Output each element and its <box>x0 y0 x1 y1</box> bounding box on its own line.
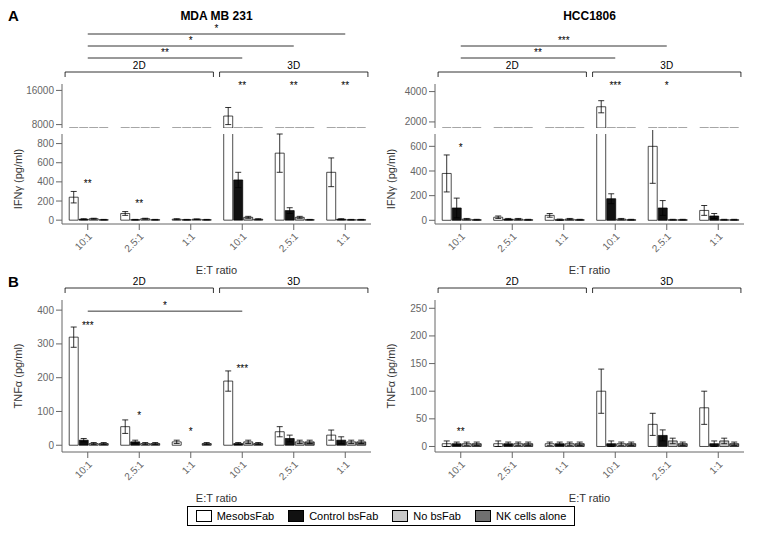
svg-text:**: ** <box>161 47 169 58</box>
svg-text:TNFα (pg/ml): TNFα (pg/ml) <box>12 343 24 408</box>
svg-text:*: * <box>215 23 219 34</box>
svg-text:150: 150 <box>410 358 427 369</box>
svg-text:2.5:1: 2.5:1 <box>495 458 519 482</box>
svg-text:200: 200 <box>410 190 427 201</box>
svg-text:E:T ratio: E:T ratio <box>569 264 610 274</box>
svg-text:0: 0 <box>48 215 54 226</box>
svg-text:4000: 4000 <box>405 86 428 97</box>
svg-text:2D: 2D <box>133 276 146 287</box>
svg-text:**: ** <box>135 198 143 209</box>
svg-text:3D: 3D <box>660 60 673 71</box>
svg-text:*: * <box>163 300 167 311</box>
svg-text:16000: 16000 <box>26 85 54 96</box>
svg-text:250: 250 <box>410 303 427 314</box>
svg-text:10:1: 10:1 <box>446 458 468 480</box>
svg-text:10:1: 10:1 <box>600 458 622 480</box>
svg-text:1:1: 1:1 <box>334 230 352 248</box>
svg-text:*: * <box>137 410 141 421</box>
html-text:A: A <box>8 7 19 24</box>
svg-text:2.5:1: 2.5:1 <box>277 458 301 482</box>
svg-text:10:1: 10:1 <box>227 458 249 480</box>
svg-text:2.5:1: 2.5:1 <box>277 230 301 254</box>
svg-text:***: *** <box>82 320 94 331</box>
svg-text:*: * <box>459 142 463 153</box>
svg-text:0: 0 <box>48 440 54 451</box>
svg-text:600: 600 <box>410 141 427 152</box>
svg-text:2.5:1: 2.5:1 <box>650 230 674 254</box>
svg-text:10:1: 10:1 <box>446 230 468 252</box>
svg-text:300: 300 <box>37 338 54 349</box>
svg-text:10:1: 10:1 <box>73 230 95 252</box>
svg-text:***: *** <box>236 363 248 374</box>
svg-text:0: 0 <box>421 215 427 226</box>
svg-text:**: ** <box>341 80 349 91</box>
svg-text:800: 800 <box>37 138 54 149</box>
svg-text:1:1: 1:1 <box>334 458 352 476</box>
svg-text:600: 600 <box>37 157 54 168</box>
svg-text:200: 200 <box>410 330 427 341</box>
svg-text:200: 200 <box>37 372 54 383</box>
html-text:MesobsFab: MesobsFab <box>216 510 275 522</box>
svg-text:*: * <box>189 426 193 437</box>
svg-text:IFNγ (pg/ml): IFNγ (pg/ml) <box>12 149 24 210</box>
svg-text:**: ** <box>238 80 246 91</box>
svg-text:10:1: 10:1 <box>600 230 622 252</box>
svg-text:2.5:1: 2.5:1 <box>650 458 674 482</box>
svg-text:E:T ratio: E:T ratio <box>196 492 237 502</box>
svg-text:400: 400 <box>37 305 54 316</box>
svg-text:1:1: 1:1 <box>553 230 571 248</box>
svg-text:E:T ratio: E:T ratio <box>569 492 610 502</box>
svg-text:IFNγ (pg/ml): IFNγ (pg/ml) <box>385 149 397 210</box>
svg-text:2D: 2D <box>506 60 519 71</box>
svg-text:100: 100 <box>37 406 54 417</box>
svg-text:0: 0 <box>421 441 427 452</box>
svg-text:200: 200 <box>37 196 54 207</box>
svg-text:400: 400 <box>37 176 54 187</box>
html-text:Control bsFab: Control bsFab <box>309 510 379 522</box>
svg-text:*: * <box>189 35 193 46</box>
svg-text:1:1: 1:1 <box>707 458 725 476</box>
svg-text:10:1: 10:1 <box>227 230 249 252</box>
svg-text:3D: 3D <box>287 60 300 71</box>
html-text:NK cells alone: NK cells alone <box>496 510 567 522</box>
svg-text:100: 100 <box>410 386 427 397</box>
svg-text:***: *** <box>558 35 570 46</box>
svg-text:***: *** <box>609 80 621 91</box>
svg-text:1:1: 1:1 <box>553 458 571 476</box>
html-text:B: B <box>8 273 19 290</box>
svg-text:1:1: 1:1 <box>180 458 198 476</box>
svg-text:*: * <box>665 80 669 91</box>
svg-text:2D: 2D <box>506 276 519 287</box>
svg-text:**: ** <box>457 426 465 437</box>
svg-text:1:1: 1:1 <box>180 230 198 248</box>
svg-text:3D: 3D <box>660 276 673 287</box>
svg-text:1:1: 1:1 <box>707 230 725 248</box>
svg-text:MDA MB 231: MDA MB 231 <box>180 9 253 23</box>
svg-text:**: ** <box>290 80 298 91</box>
svg-text:HCC1806: HCC1806 <box>563 9 616 23</box>
svg-text:400: 400 <box>410 166 427 177</box>
svg-text:2D: 2D <box>133 60 146 71</box>
svg-text:E:T ratio: E:T ratio <box>196 264 237 274</box>
svg-text:3D: 3D <box>287 276 300 287</box>
svg-text:50: 50 <box>416 413 428 424</box>
svg-text:2000: 2000 <box>405 116 428 127</box>
svg-text:8000: 8000 <box>32 119 55 130</box>
svg-text:2.5:1: 2.5:1 <box>495 230 519 254</box>
html-text:No bsFab: No bsFab <box>413 510 461 522</box>
svg-text:2.5:1: 2.5:1 <box>122 230 146 254</box>
svg-text:**: ** <box>84 178 92 189</box>
svg-text:2.5:1: 2.5:1 <box>122 458 146 482</box>
svg-text:TNFα (pg/ml): TNFα (pg/ml) <box>385 343 397 408</box>
svg-text:**: ** <box>534 47 542 58</box>
svg-text:10:1: 10:1 <box>73 458 95 480</box>
